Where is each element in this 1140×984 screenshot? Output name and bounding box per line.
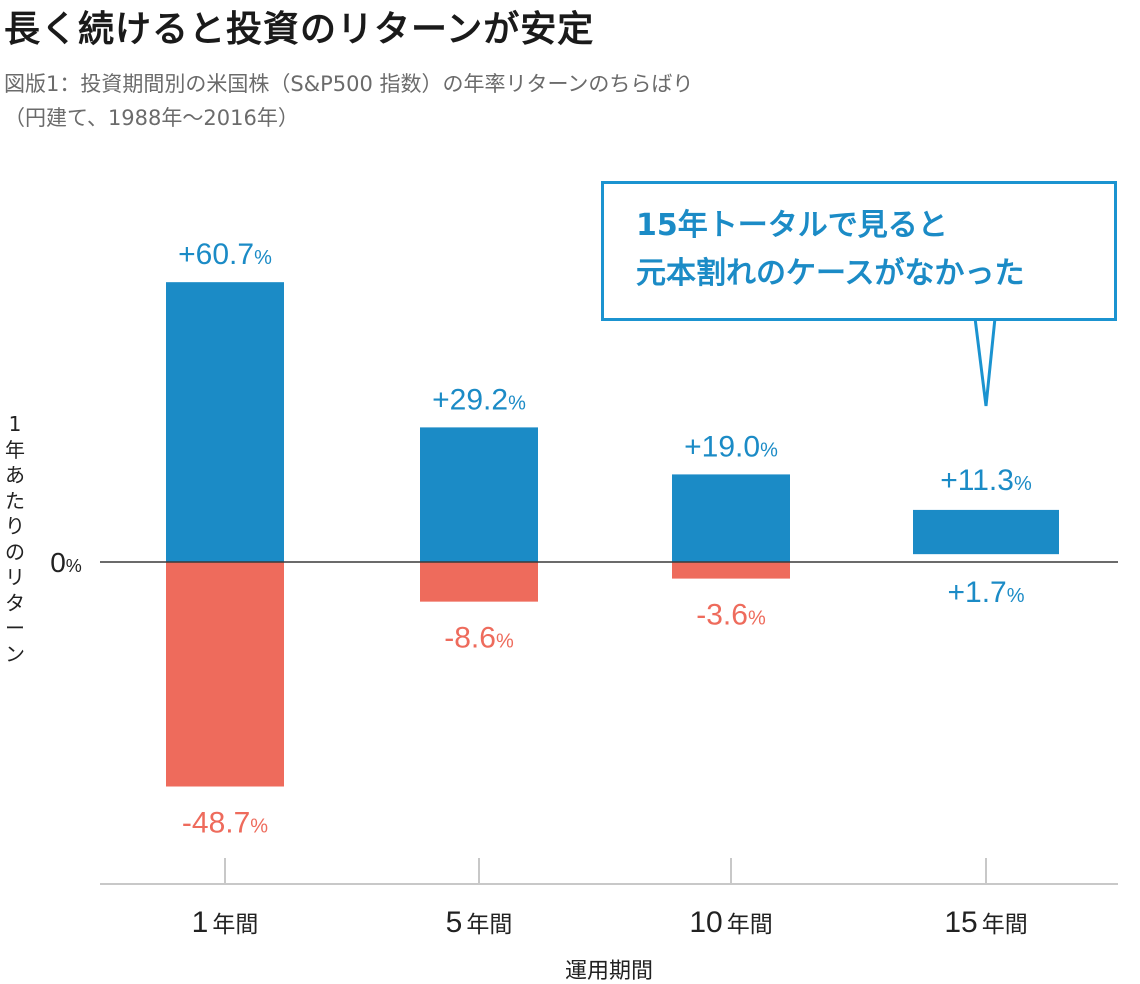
callout-pointer xyxy=(973,316,997,407)
x-tick-label-3: 10 年間 xyxy=(689,906,772,939)
x-tick-label-4: 15 年間 xyxy=(944,906,1027,939)
x-tick-label-1: 1 年間 xyxy=(192,906,259,939)
callout-line-2: 元本割れのケースがなかった xyxy=(636,256,1025,291)
x-axis-title: 運用期間 xyxy=(565,958,653,983)
label-min-1: -48.7% xyxy=(182,807,268,840)
y-axis-label: 1年あたりのリターン xyxy=(5,412,25,666)
x-tick-label-2: 5 年間 xyxy=(446,906,513,939)
bar-min-3 xyxy=(672,562,790,579)
bar-min-2 xyxy=(420,562,538,602)
bar-min-1 xyxy=(166,562,284,787)
label-max-2: +29.2% xyxy=(432,383,526,416)
zero-label: 0% xyxy=(50,547,82,578)
bar-max-2 xyxy=(420,427,538,562)
callout-line-1: 15年トータルで見ると xyxy=(636,208,948,243)
label-max-4: +11.3% xyxy=(940,464,1032,497)
label-min-4: +1.7% xyxy=(947,576,1024,609)
chart-period-note: （円建て、1988年〜2016年） xyxy=(4,106,299,130)
label-min-3: -3.6% xyxy=(696,599,766,632)
bar-range-4 xyxy=(913,509,1059,555)
bar-max-3 xyxy=(672,474,790,562)
chart-subtitle: 図版1：投資期間別の米国株（S&P500 指数）の年率リターンのちらばり xyxy=(4,72,694,96)
label-max-3: +19.0% xyxy=(684,430,778,463)
chart-title: 長く続けると投資のリターンが安定 xyxy=(4,9,595,50)
label-max-1: +60.7% xyxy=(178,238,272,271)
label-min-2: -8.6% xyxy=(444,622,514,655)
callout-box: 15年トータルで見ると 元本割れのケースがなかった xyxy=(601,181,1117,321)
bar-max-1 xyxy=(166,282,284,562)
